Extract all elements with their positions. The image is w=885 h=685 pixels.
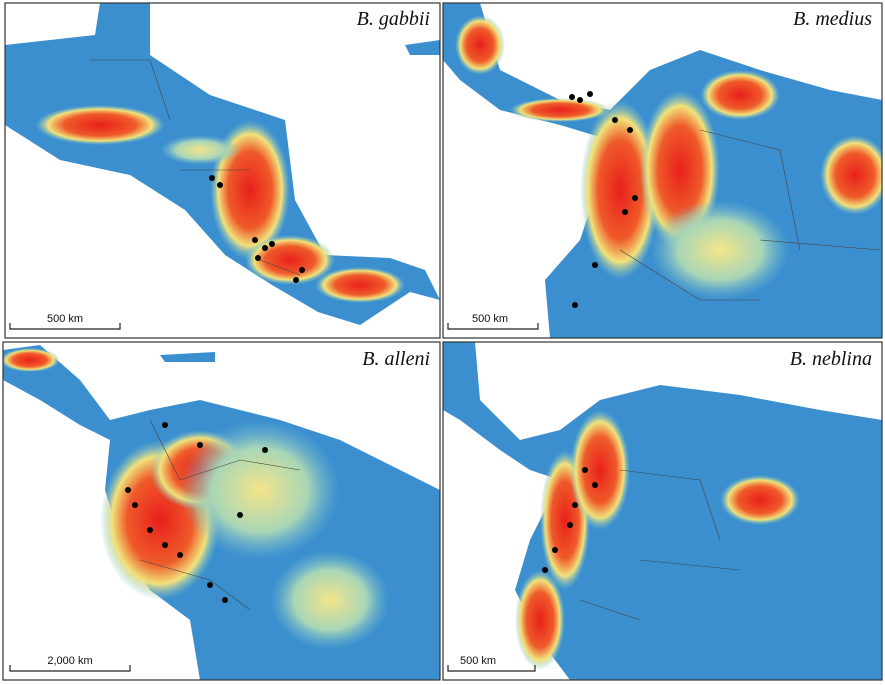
occurrence bbox=[125, 487, 131, 493]
occurrence bbox=[592, 482, 598, 488]
occurrence bbox=[197, 442, 203, 448]
suitability bbox=[3, 348, 60, 372]
occurrences bbox=[542, 467, 598, 573]
occurrence bbox=[177, 552, 183, 558]
map-panel bbox=[5, 3, 440, 325]
suitability bbox=[580, 100, 660, 280]
occurrence bbox=[552, 547, 558, 553]
border bbox=[619, 129, 881, 301]
occurrence bbox=[569, 94, 575, 100]
scale-label: 500 km bbox=[472, 313, 508, 325]
border bbox=[139, 419, 301, 611]
occurrence bbox=[572, 302, 578, 308]
occurrence bbox=[222, 597, 228, 603]
occurrence bbox=[542, 567, 548, 573]
scale-label: 500 km bbox=[460, 655, 496, 667]
occurrence bbox=[572, 502, 578, 508]
occurrence bbox=[293, 277, 299, 283]
occurrence bbox=[209, 175, 215, 181]
occurrence bbox=[132, 502, 138, 508]
suitability bbox=[515, 570, 565, 670]
suitability bbox=[820, 135, 882, 215]
occurrence bbox=[627, 127, 633, 133]
species-title: B. medius bbox=[793, 8, 872, 30]
occurrence bbox=[612, 117, 618, 123]
occurrence bbox=[582, 467, 588, 473]
occurrence bbox=[577, 97, 583, 103]
occurrences bbox=[125, 422, 268, 603]
suitability bbox=[270, 550, 390, 650]
occurrence bbox=[255, 255, 261, 261]
occurrence bbox=[207, 582, 213, 588]
suitability bbox=[315, 267, 405, 303]
occurrence bbox=[162, 542, 168, 548]
panel-frame bbox=[442, 2, 883, 339]
occurrence bbox=[269, 241, 275, 247]
land bbox=[160, 352, 215, 362]
map-panel bbox=[443, 3, 882, 338]
suitability bbox=[455, 15, 505, 75]
occurrence bbox=[587, 91, 593, 97]
species-title: B. gabbii bbox=[357, 8, 430, 30]
scale-bar bbox=[447, 665, 536, 672]
scale-bar bbox=[9, 323, 121, 330]
occurrence bbox=[162, 422, 168, 428]
suitability bbox=[180, 420, 340, 560]
land bbox=[443, 342, 882, 680]
suitability bbox=[650, 200, 790, 300]
suitability bbox=[35, 105, 165, 145]
occurrence bbox=[299, 267, 305, 273]
species-title: B. neblina bbox=[790, 348, 872, 370]
panel-frame bbox=[2, 341, 441, 681]
occurrence bbox=[262, 245, 268, 251]
suitability bbox=[160, 135, 240, 165]
occurrence bbox=[147, 527, 153, 533]
suitability bbox=[570, 410, 630, 530]
scale-bar bbox=[9, 665, 131, 672]
occurrence bbox=[567, 522, 573, 528]
suitability bbox=[700, 70, 780, 120]
border bbox=[579, 469, 741, 621]
scale-bar bbox=[447, 323, 539, 330]
map-panel bbox=[3, 345, 440, 680]
occurrence bbox=[262, 447, 268, 453]
map-panel bbox=[443, 342, 882, 680]
suitability bbox=[720, 475, 800, 525]
occurrence bbox=[237, 512, 243, 518]
border bbox=[90, 59, 301, 276]
occurrence bbox=[622, 209, 628, 215]
occurrences bbox=[569, 91, 638, 308]
species-title: B. alleni bbox=[362, 348, 430, 370]
occurrence bbox=[592, 262, 598, 268]
scale-label: 2,000 km bbox=[47, 655, 92, 667]
scale-label: 500 km bbox=[47, 313, 83, 325]
occurrence bbox=[632, 195, 638, 201]
occurrences bbox=[209, 175, 305, 283]
panel-frame bbox=[442, 341, 883, 681]
occurrence bbox=[252, 237, 258, 243]
occurrence bbox=[217, 182, 223, 188]
suitability bbox=[510, 98, 610, 122]
land bbox=[405, 40, 440, 55]
panel-frame bbox=[4, 2, 441, 339]
